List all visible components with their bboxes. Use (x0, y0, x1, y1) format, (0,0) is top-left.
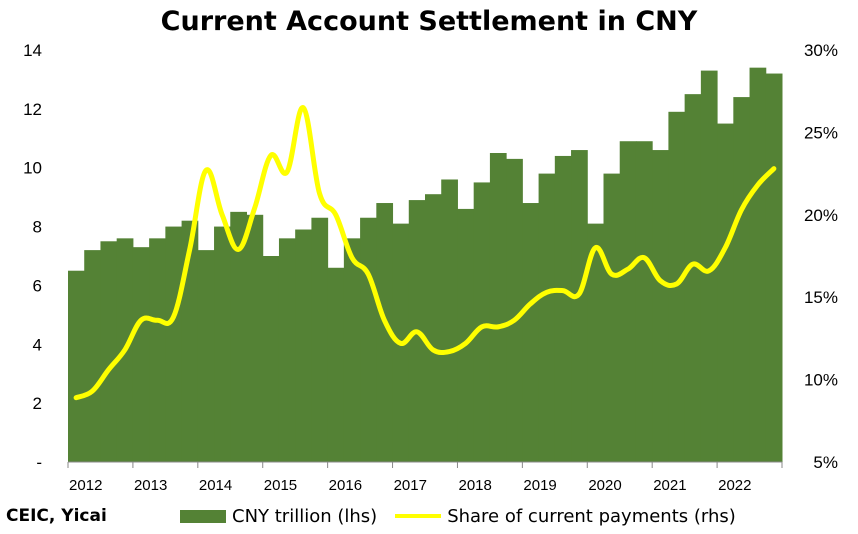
bar-2020Q4 (635, 141, 653, 462)
legend-label-bars: CNY trillion (lhs) (232, 505, 378, 527)
x-tick-label: 2017 (394, 477, 427, 494)
y-tick-label: 2 (33, 394, 42, 413)
legend-item-bars: CNY trillion (lhs) (180, 506, 377, 527)
bar-2019Q2 (538, 173, 556, 462)
tick-labels: - 2 4 6 8 10 12 14 5% 10% 15% 20% 25% 30% 2012 2013 2014… (23, 41, 838, 494)
bar-2022Q4 (765, 73, 783, 463)
y2-tick-label: 10% (804, 371, 838, 390)
legend-item-line: Share of current payments (rhs) (395, 506, 736, 527)
bar-2020Q1 (587, 223, 604, 462)
bar-2014Q3 (230, 211, 247, 462)
line-share-of-current-payments (73, 105, 777, 401)
y-tick-label: 14 (23, 41, 42, 60)
bar-2012Q3 (100, 241, 118, 462)
bar-2021Q1 (652, 150, 669, 463)
bar-2018Q2 (473, 182, 491, 462)
bar-2016Q4 (376, 203, 394, 462)
bar-2014Q2 (214, 226, 231, 462)
x-tick-label: 2016 (329, 477, 362, 494)
bar-2018Q1 (457, 208, 475, 462)
legend-swatch-line (395, 514, 442, 518)
y2-tick-label: 20% (804, 206, 838, 225)
y2-tick-label: 30% (804, 41, 838, 60)
bar-2019Q3 (554, 155, 572, 462)
bar-2016Q3 (360, 217, 377, 462)
bar-2021Q2 (668, 111, 686, 463)
bar-2020Q2 (603, 173, 621, 462)
bar-2015Q1 (262, 256, 280, 462)
legend: CNY trillion (lhs) Share of current paym… (180, 504, 754, 528)
bar-2012Q2 (84, 250, 101, 462)
bar-2022Q2 (733, 97, 751, 462)
bar-2017Q4 (441, 179, 458, 462)
bar-2012Q1 (68, 270, 85, 462)
y-tick-label: 6 (33, 276, 42, 295)
y-tick-label: 8 (33, 218, 42, 237)
axes (67, 461, 783, 468)
line-series (73, 105, 777, 401)
bar-2013Q4 (181, 220, 199, 462)
y2-tick-label: 15% (804, 288, 838, 307)
bar-2022Q3 (749, 67, 767, 463)
x-tick-label: 2012 (69, 477, 102, 494)
bar-2015Q3 (295, 229, 312, 462)
bar-2013Q2 (149, 238, 166, 462)
bar-2013Q1 (132, 247, 150, 462)
bar-series (68, 67, 783, 463)
bar-2021Q4 (700, 70, 718, 462)
bar-2015Q4 (311, 217, 329, 462)
bar-2016Q2 (343, 238, 361, 462)
bar-2018Q3 (489, 153, 507, 462)
x-tick-label: 2015 (264, 477, 297, 494)
bar-2018Q4 (506, 158, 523, 462)
bar-2014Q4 (246, 214, 264, 462)
bar-2019Q4 (571, 150, 588, 463)
y-tick-label: 4 (33, 335, 42, 354)
x-tick-label: 2019 (523, 477, 556, 494)
x-tick-label: 2022 (718, 477, 751, 494)
bar-2016Q1 (327, 267, 345, 462)
x-tick-label: 2013 (134, 477, 167, 494)
x-tick-label: 2021 (653, 477, 686, 494)
bar-2019Q1 (522, 203, 540, 462)
y2-tick-label: 5% (813, 453, 838, 472)
bar-2021Q3 (684, 94, 702, 463)
y-tick-label: 12 (23, 100, 42, 119)
bar-2017Q3 (425, 194, 442, 462)
bar-2015Q2 (278, 238, 296, 462)
bar-2022Q1 (717, 123, 734, 463)
y2-tick-label: 25% (804, 123, 838, 142)
bar-2020Q3 (619, 141, 637, 462)
y-tick-label: 10 (23, 159, 42, 178)
y-tick-label: - (36, 453, 42, 472)
bar-2013Q3 (165, 226, 183, 462)
x-tick-label: 2018 (459, 477, 492, 494)
source-note: CEIC, Yicai (6, 506, 107, 526)
x-tick-label: 2014 (199, 477, 232, 494)
x-tick-label: 2020 (588, 477, 621, 494)
chart-title: Current Account Settlement in CNY (160, 6, 698, 37)
bar-2014Q1 (197, 250, 215, 462)
legend-swatch-bars (180, 509, 226, 523)
legend-label-line: Share of current payments (rhs) (447, 505, 736, 527)
